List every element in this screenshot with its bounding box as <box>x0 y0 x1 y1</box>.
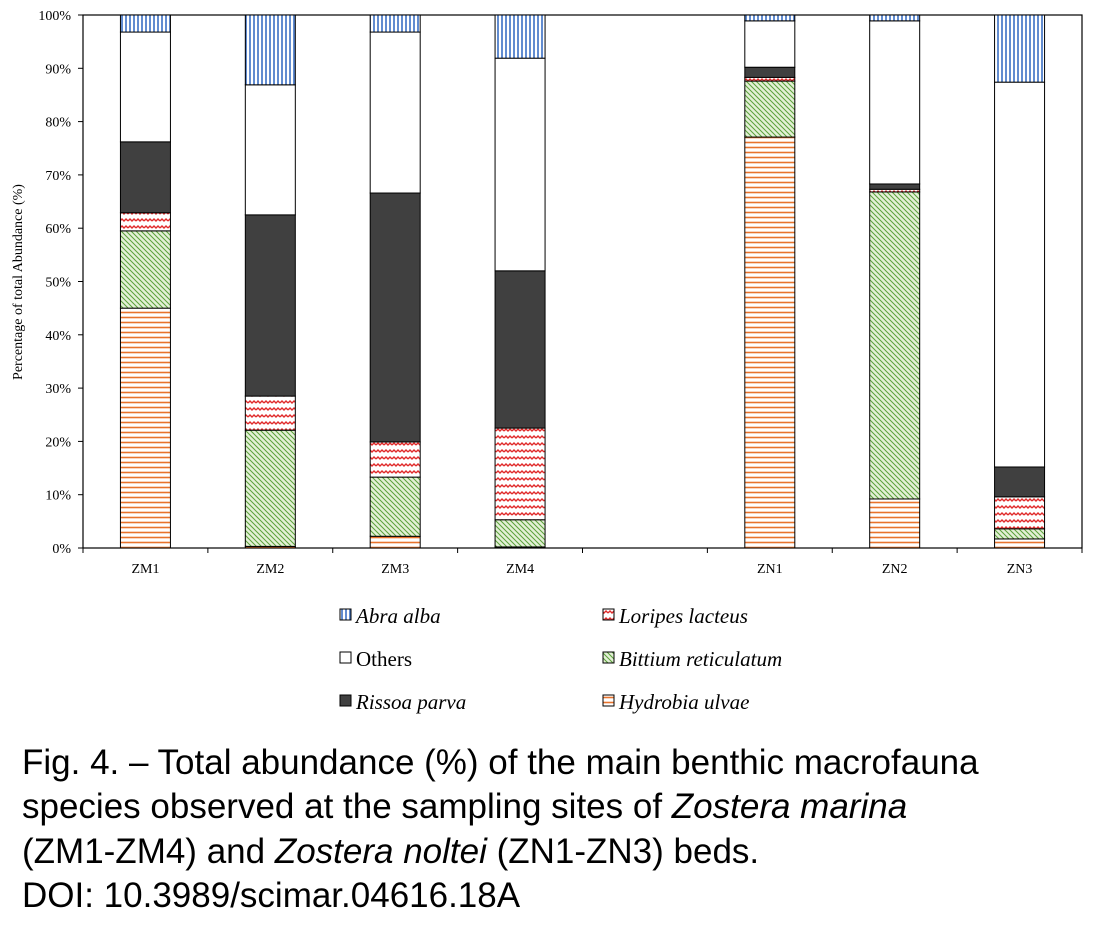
bar-segment <box>119 230 171 309</box>
legend-label: Hydrobia ulvae <box>618 690 749 714</box>
bar-segment <box>869 20 921 185</box>
bar-segment <box>994 538 1046 549</box>
x-tick-label: ZM3 <box>381 562 409 577</box>
plot-frame <box>82 14 1083 549</box>
legend-label: Loripes lacteus <box>618 604 748 628</box>
caption-text: Zostera noltei <box>274 832 488 871</box>
y-tick-label: 10% <box>45 489 71 504</box>
y-tick-label: 80% <box>45 116 71 131</box>
bar-segment <box>369 441 421 478</box>
caption-text: Zostera marina <box>671 787 907 826</box>
bar-segment <box>369 535 421 549</box>
bar-segment <box>869 14 921 22</box>
bar-segment <box>244 214 296 397</box>
bar-segment <box>119 141 171 214</box>
bar-segment <box>244 84 296 216</box>
bar-segment <box>369 14 421 33</box>
bar-segment <box>119 307 171 549</box>
caption-line: Fig. 4. – Total abundance (%) of the mai… <box>22 743 979 782</box>
bar-segment <box>244 429 296 547</box>
bar-segment <box>869 191 921 500</box>
bar-segment <box>744 80 796 138</box>
legend-label: Rissoa parva <box>355 690 466 714</box>
bar-segment <box>119 31 171 143</box>
y-tick-label: 70% <box>45 169 71 184</box>
caption-text: species observed at the sampling sites o… <box>22 787 672 826</box>
bar-segment <box>119 212 171 232</box>
y-tick-label: 50% <box>45 276 71 291</box>
caption-line: DOI: 10.3989/scimar.04616.18A <box>22 876 521 915</box>
caption-text: DOI: 10.3989/scimar.04616.18A <box>22 876 521 915</box>
bar-segment <box>744 20 796 68</box>
bar-segment <box>744 136 796 549</box>
bar-segment <box>244 14 296 86</box>
x-tick-label: ZN1 <box>757 562 783 577</box>
bar-segment <box>744 66 796 78</box>
bar-segment <box>744 76 796 82</box>
bar-segment <box>744 14 796 22</box>
caption-line: species observed at the sampling sites o… <box>22 787 907 826</box>
caption-text: (ZN1-ZN3) beds. <box>487 832 759 871</box>
bar-segment <box>369 31 421 194</box>
y-axis-label: Percentage of total Abundance (%) <box>11 184 26 380</box>
legend-label: Others <box>356 647 412 671</box>
y-tick-label: 0% <box>52 542 71 557</box>
bar-segment <box>494 519 546 548</box>
x-tick-label: ZM1 <box>131 562 159 577</box>
legend-label: Bittium reticulatum <box>619 647 782 671</box>
y-tick-label: 20% <box>45 435 71 450</box>
bar-segment <box>369 192 421 443</box>
x-tick-label: ZN2 <box>882 562 908 577</box>
y-tick-label: 90% <box>45 62 71 77</box>
legend-swatch <box>602 694 615 707</box>
y-tick-label: 100% <box>38 9 71 24</box>
bar-segment <box>494 270 546 429</box>
caption-line: (ZM1-ZM4) and Zostera noltei (ZN1-ZN3) b… <box>22 832 759 871</box>
bar-segment <box>994 496 1046 530</box>
legend-swatch <box>602 608 615 621</box>
x-tick-label: ZM4 <box>506 562 534 577</box>
legend-swatch <box>339 651 352 664</box>
bar-segment <box>494 57 546 272</box>
x-tick-label: ZN3 <box>1007 562 1033 577</box>
bar-segment <box>994 466 1046 498</box>
y-tick-label: 40% <box>45 329 71 344</box>
caption-text: (ZM1-ZM4) and <box>22 832 275 871</box>
bar-segment <box>244 395 296 431</box>
caption-text: Fig. 4. – Total abundance (%) of the mai… <box>22 743 979 782</box>
y-tick-label: 60% <box>45 222 71 237</box>
bar-segment <box>119 14 171 33</box>
legend-swatch <box>339 608 352 621</box>
legend-label: Abra alba <box>354 604 441 628</box>
y-tick-label: 30% <box>45 382 71 397</box>
bar-segment <box>994 528 1046 540</box>
bar-segment <box>869 498 921 549</box>
legend-swatch <box>602 651 615 664</box>
bar-segment <box>994 14 1046 83</box>
bar-segment <box>494 14 546 59</box>
legend-swatch <box>339 694 352 707</box>
bar-segment <box>494 427 546 521</box>
bar-segment <box>369 476 421 537</box>
x-tick-label: ZM2 <box>256 562 284 577</box>
bar-segment <box>869 183 921 190</box>
bar-segment <box>994 81 1046 468</box>
